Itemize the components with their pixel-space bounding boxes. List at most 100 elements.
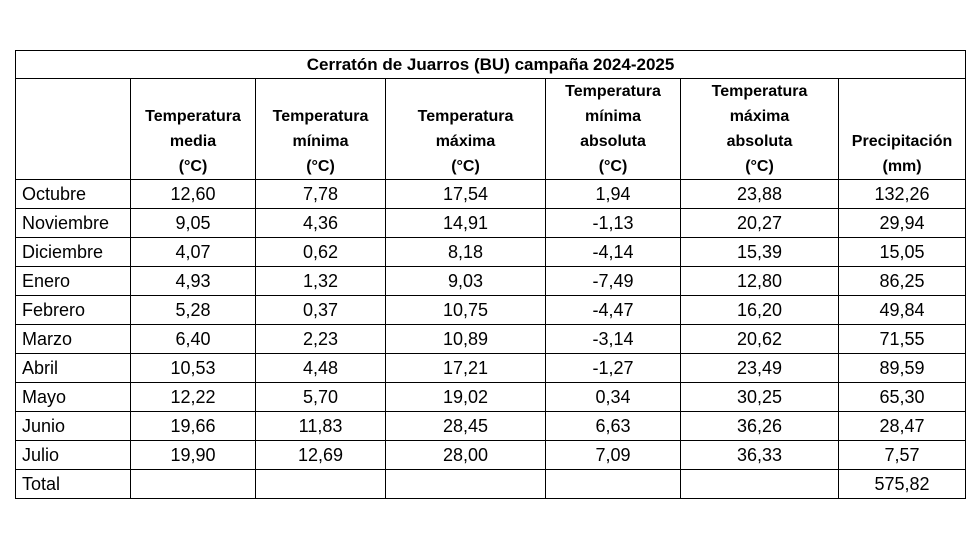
- header-cell: Precipitación (mm): [837, 78, 967, 180]
- header-line: Temperatura: [145, 108, 241, 125]
- value-cell: 23,49: [680, 353, 839, 383]
- value-cell: 71,55: [837, 324, 967, 354]
- header-line: máxima: [435, 133, 496, 150]
- value-cell: 6,40: [130, 324, 256, 354]
- header-line: Temperatura: [711, 83, 808, 100]
- table-title: Cerratón de Juarros (BU) campaña 2024-20…: [14, 50, 967, 79]
- month-cell: Abril: [15, 353, 131, 383]
- value-cell: 49,84: [837, 295, 967, 325]
- empty-cell: [680, 469, 839, 499]
- value-cell: 28,47: [837, 411, 967, 441]
- value-cell: 9,05: [130, 208, 256, 238]
- value-cell: 12,80: [680, 266, 839, 296]
- header-line: (°C): [451, 158, 480, 175]
- value-cell: 23,88: [680, 179, 839, 209]
- month-cell: Mayo: [15, 382, 131, 412]
- data-row: Diciembre 4,07 0,62 8,18 -4,14 15,39 15,05: [15, 237, 967, 267]
- month-cell: Julio: [15, 440, 131, 470]
- header-line: (mm): [882, 158, 922, 175]
- header-cell: Temperatura mínima (°C): [255, 78, 386, 180]
- header-cell: Temperatura mínima absoluta (°C): [545, 78, 681, 180]
- value-cell: 7,57: [837, 440, 967, 470]
- header-line: Precipitación: [851, 133, 953, 150]
- value-cell: 16,20: [680, 295, 839, 325]
- value-cell: 36,33: [680, 440, 839, 470]
- header-line: mínima: [584, 108, 641, 125]
- header-cell: Temperatura máxima (°C): [385, 78, 546, 180]
- value-cell: 0,34: [545, 382, 681, 412]
- value-cell: -4,14: [545, 237, 681, 267]
- value-cell: 29,94: [837, 208, 967, 238]
- value-cell: 20,27: [680, 208, 839, 238]
- value-cell: -1,27: [545, 353, 681, 383]
- value-cell: 4,48: [255, 353, 386, 383]
- table-body: Octubre 12,60 7,78 17,54 1,94 23,88 132,26 Novi…: [15, 179, 967, 499]
- value-cell: 7,09: [545, 440, 681, 470]
- value-cell: 12,22: [130, 382, 256, 412]
- data-row: Enero 4,93 1,32 9,03 -7,49 12,80 86,25: [15, 266, 967, 296]
- value-cell: 1,94: [545, 179, 681, 209]
- header-line: (°C): [306, 158, 335, 175]
- value-cell: 15,39: [680, 237, 839, 267]
- header-line: Temperatura: [565, 83, 661, 100]
- month-cell: Marzo: [15, 324, 131, 354]
- header-line: media: [169, 133, 217, 150]
- header-line: Temperatura: [272, 108, 369, 125]
- month-cell: Junio: [15, 411, 131, 441]
- value-cell: 17,21: [385, 353, 546, 383]
- header-cell: Temperatura máxima absoluta (°C): [680, 78, 839, 180]
- total-row: Total 575,82: [15, 469, 967, 499]
- value-cell: 28,00: [385, 440, 546, 470]
- header-line: (°C): [745, 158, 774, 175]
- value-cell: 30,25: [680, 382, 839, 412]
- value-cell: -3,14: [545, 324, 681, 354]
- header-line: mínima: [292, 133, 349, 150]
- total-label: Total: [15, 469, 131, 499]
- value-cell: 8,18: [385, 237, 546, 267]
- data-row: Noviembre 9,05 4,36 14,91 -1,13 20,27 29,94: [15, 208, 967, 238]
- data-row: Julio 19,90 12,69 28,00 7,09 36,33 7,57: [15, 440, 967, 470]
- month-cell: Enero: [15, 266, 131, 296]
- value-cell: 12,69: [255, 440, 386, 470]
- header-row: Temperatura media (°C) Temperatura mínima (°C…: [15, 78, 967, 180]
- value-cell: -1,13: [545, 208, 681, 238]
- value-cell: 19,66: [130, 411, 256, 441]
- value-cell: 36,26: [680, 411, 839, 441]
- month-cell: Noviembre: [15, 208, 131, 238]
- data-row: Abril 10,53 4,48 17,21 -1,27 23,49 89,59: [15, 353, 967, 383]
- title-row: Cerratón de Juarros (BU) campaña 2024-20…: [14, 50, 967, 79]
- data-row: Marzo 6,40 2,23 10,89 -3,14 20,62 71,55: [15, 324, 967, 354]
- value-cell: -7,49: [545, 266, 681, 296]
- value-cell: 19,02: [385, 382, 546, 412]
- empty-cell: [385, 469, 546, 499]
- header-cell: [15, 78, 131, 180]
- header-line: (°C): [178, 158, 208, 175]
- value-cell: 10,75: [385, 295, 546, 325]
- header-line: Temperatura: [417, 108, 514, 125]
- month-cell: Octubre: [15, 179, 131, 209]
- data-row: Octubre 12,60 7,78 17,54 1,94 23,88 132,26: [15, 179, 967, 209]
- data-row: Febrero 5,28 0,37 10,75 -4,47 16,20 49,84: [15, 295, 967, 325]
- value-cell: 89,59: [837, 353, 967, 383]
- value-cell: 11,83: [255, 411, 386, 441]
- value-cell: 0,62: [255, 237, 386, 267]
- value-cell: 17,54: [385, 179, 546, 209]
- header-line: (°C): [598, 158, 628, 175]
- value-cell: 6,63: [545, 411, 681, 441]
- value-cell: 9,03: [385, 266, 546, 296]
- value-cell: 28,45: [385, 411, 546, 441]
- value-cell: 10,53: [130, 353, 256, 383]
- value-cell: 4,07: [130, 237, 256, 267]
- value-cell: 0,37: [255, 295, 386, 325]
- month-cell: Febrero: [15, 295, 131, 325]
- value-cell: 15,05: [837, 237, 967, 267]
- value-cell: 10,89: [385, 324, 546, 354]
- value-cell: -4,47: [545, 295, 681, 325]
- data-row: Junio 19,66 11,83 28,45 6,63 36,26 28,47: [15, 411, 967, 441]
- header-line: máxima: [729, 108, 790, 125]
- header-line: absoluta: [580, 133, 646, 150]
- empty-cell: [130, 469, 256, 499]
- value-cell: 12,60: [130, 179, 256, 209]
- empty-cell: [255, 469, 386, 499]
